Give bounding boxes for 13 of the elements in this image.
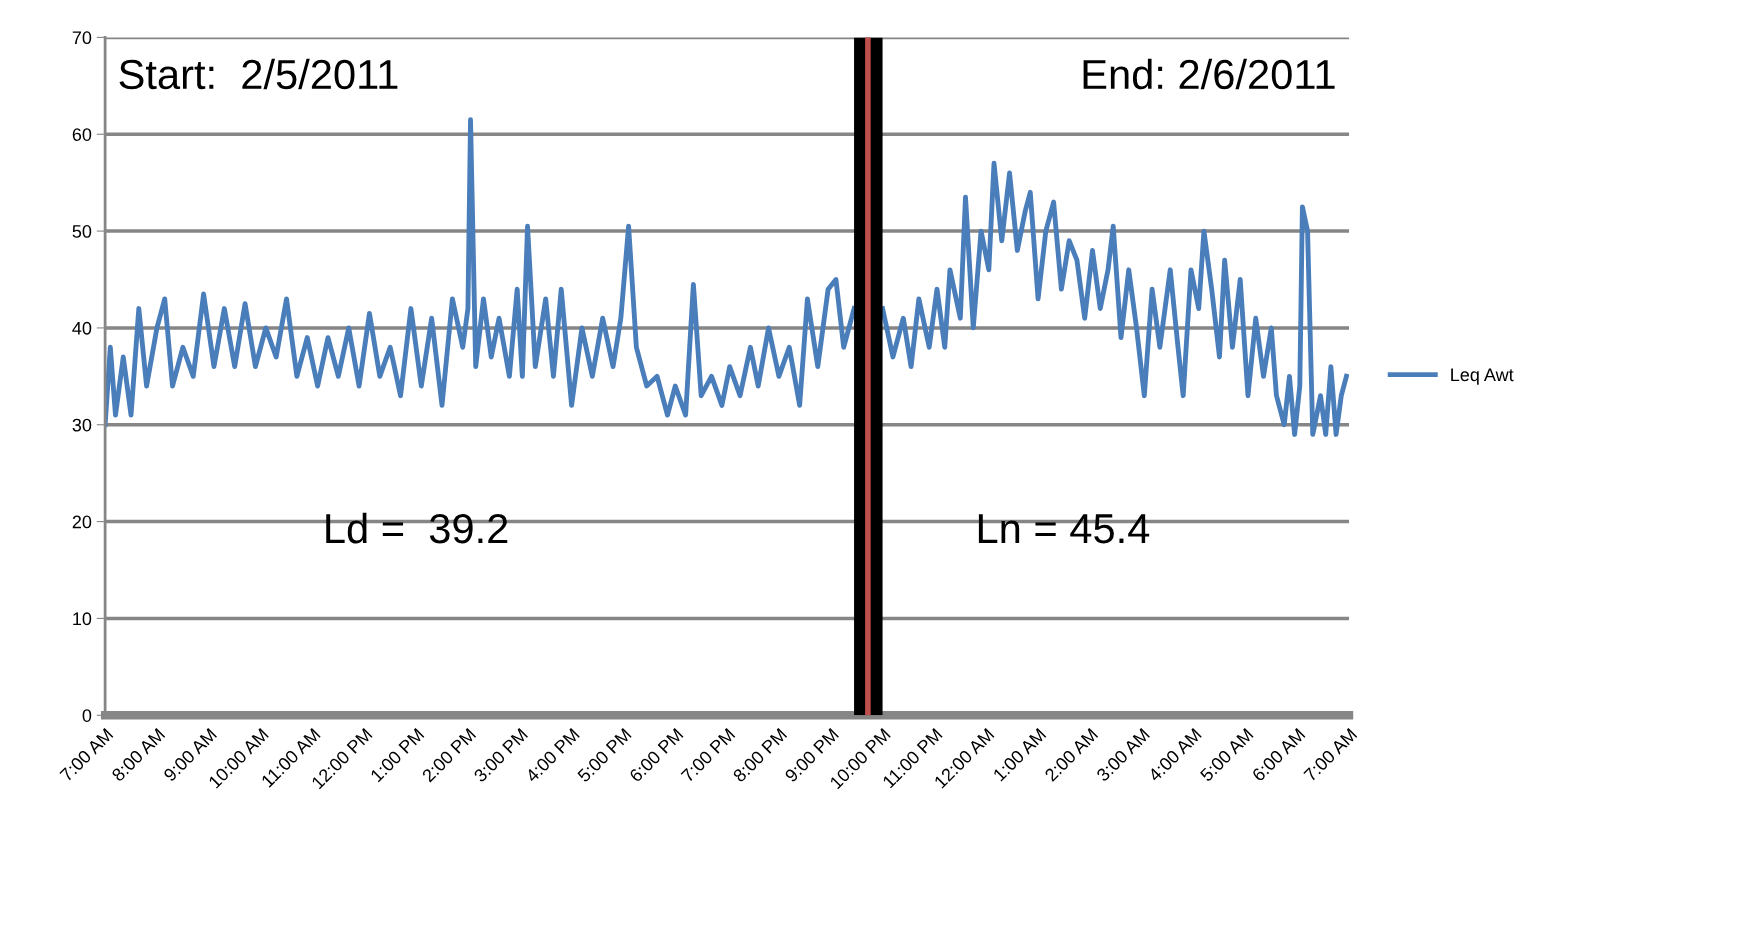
annotation: Ld = 39.2	[326, 512, 508, 544]
y-tick-label: 50	[72, 225, 92, 238]
annotation: Start: 2/5/2011	[119, 58, 398, 90]
y-tick-label: 60	[72, 128, 92, 141]
legend-label: Leq Awt	[1451, 368, 1514, 385]
annotation: Ln = 45.4	[978, 514, 1150, 544]
y-tick-label: 0	[82, 709, 92, 722]
y-tick-label: 40	[72, 321, 92, 335]
annotation: End: 2/6/2011	[1083, 58, 1335, 90]
y-tick-label: 30	[72, 418, 92, 432]
y-tick-label: 10	[73, 612, 92, 626]
y-tick-label: 20	[72, 515, 92, 529]
y-tick-label: 70	[72, 31, 92, 45]
